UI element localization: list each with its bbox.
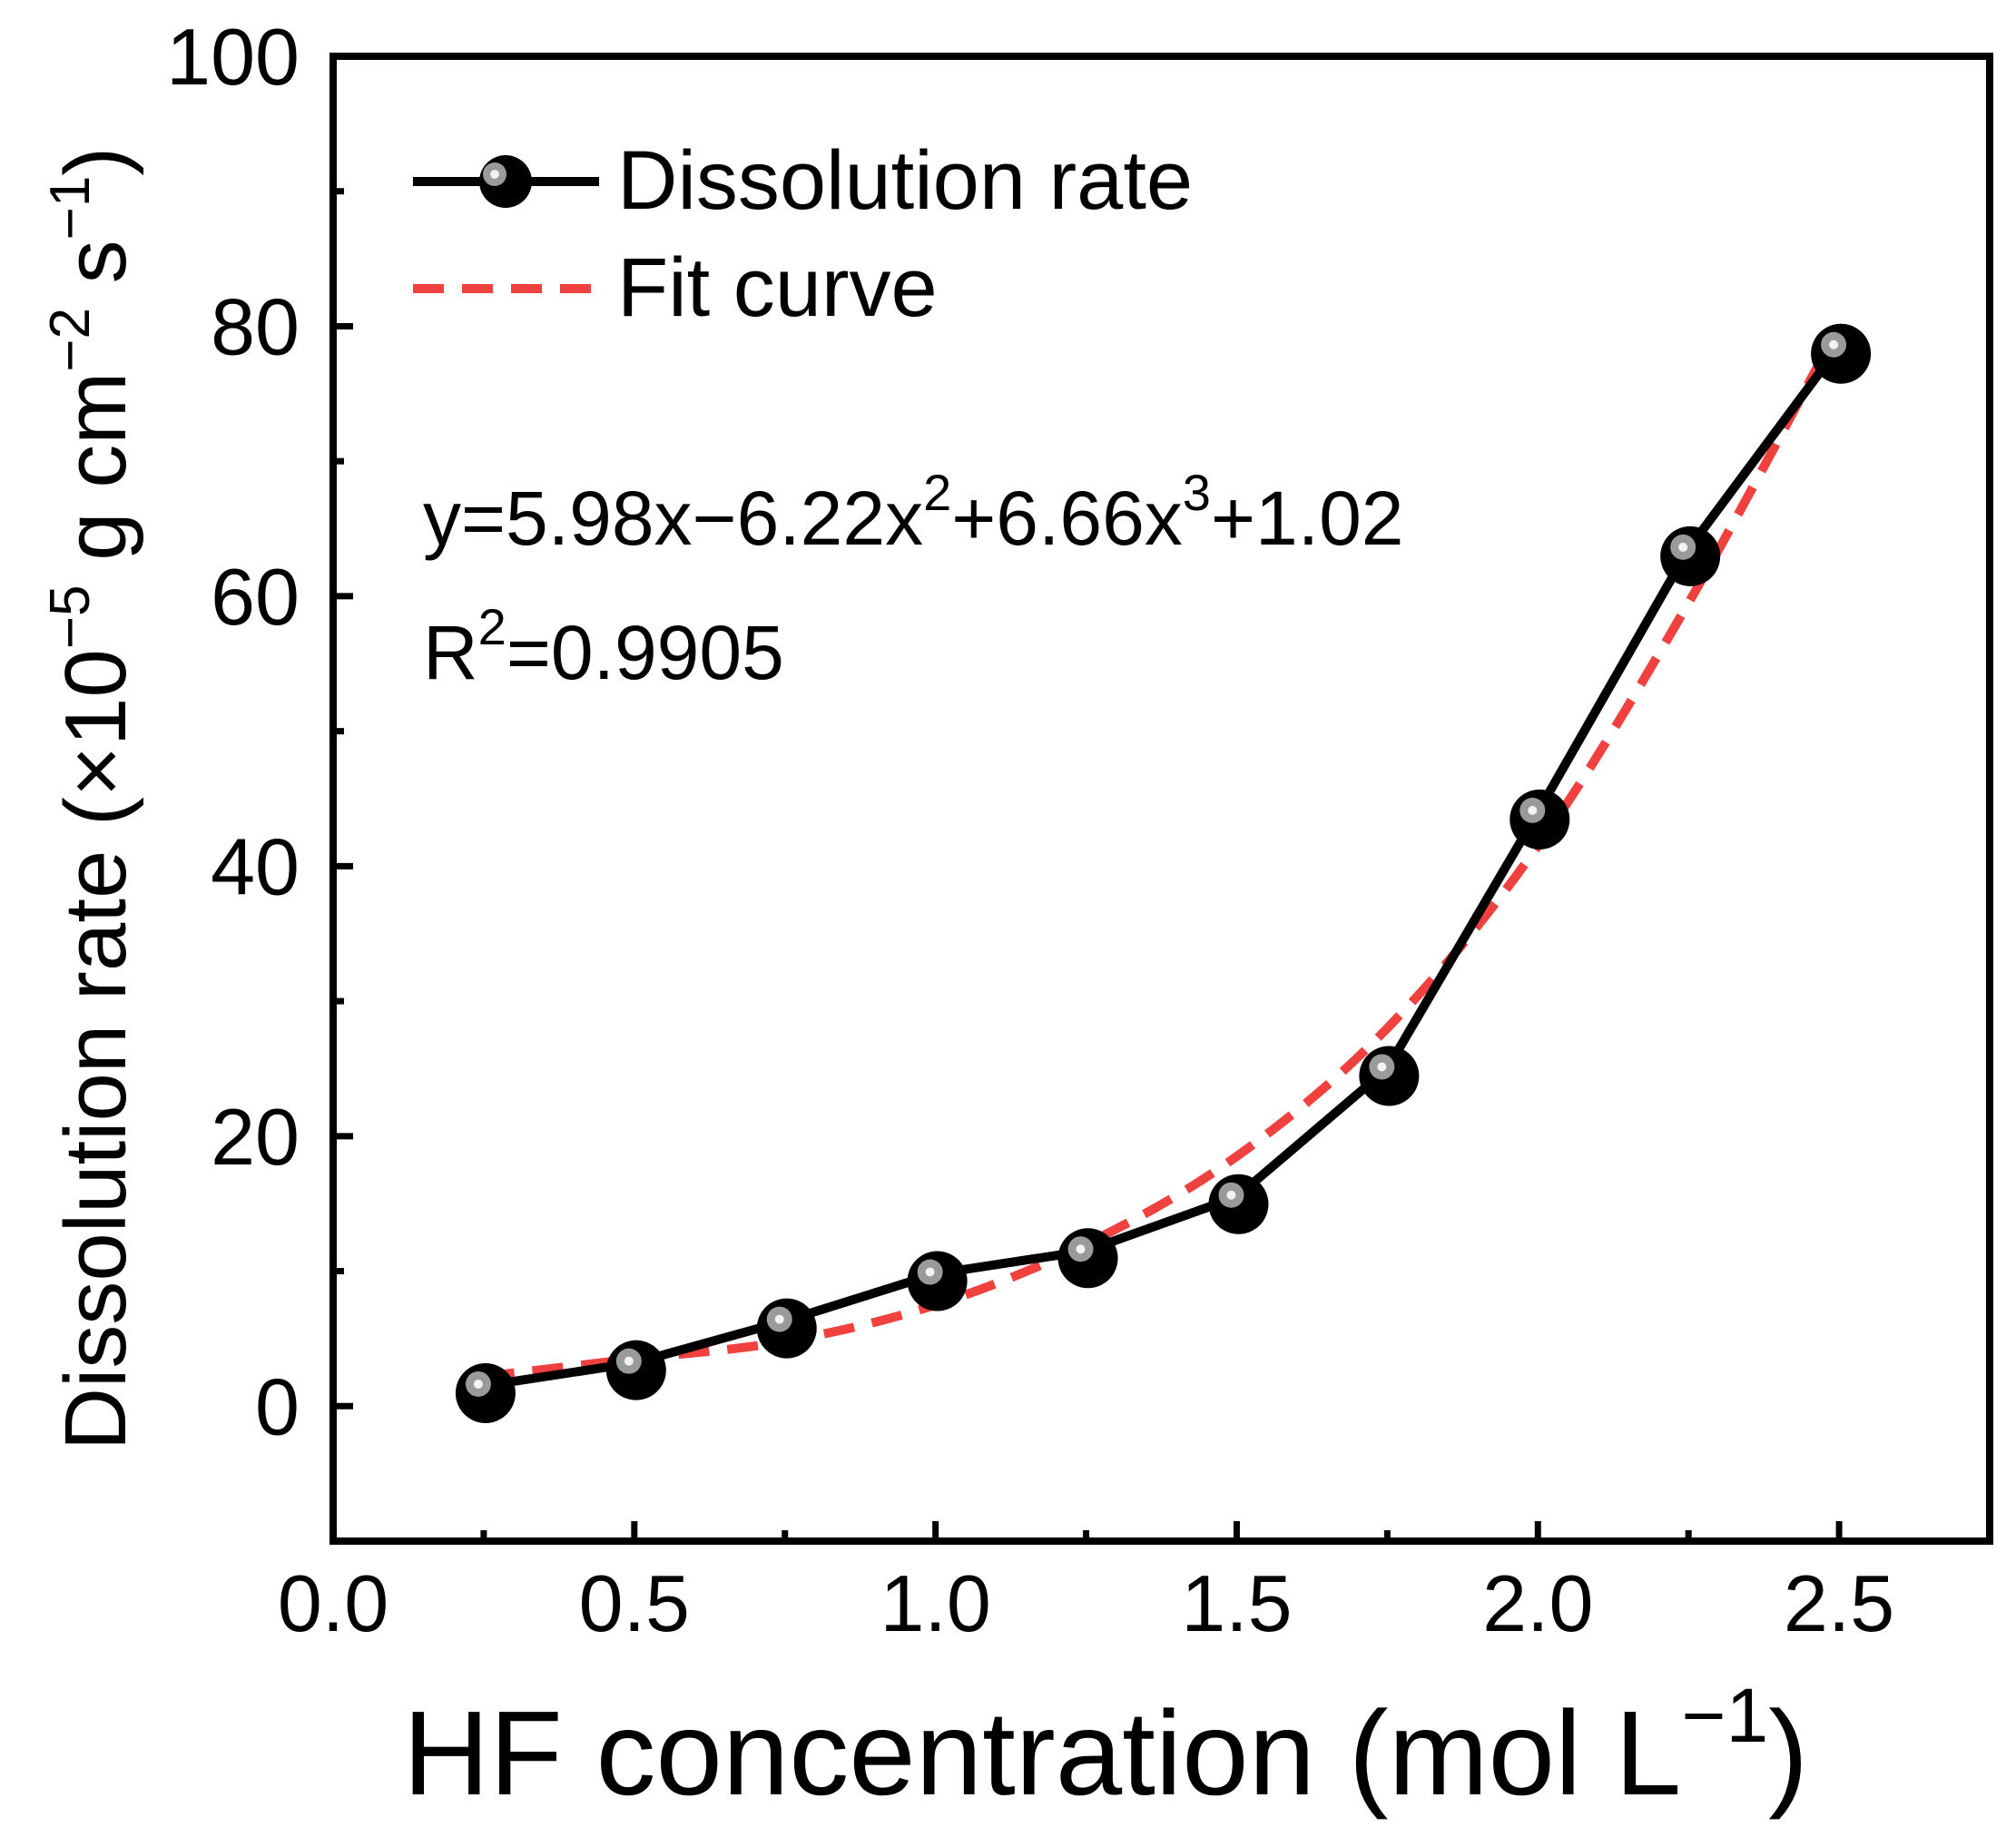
plot-frame: [329, 53, 1993, 1545]
data-point-shine: [1528, 805, 1538, 815]
x-axis-title: HF concentration (mol L−1): [403, 1673, 1808, 1820]
x-tick-label: 2.0: [1482, 1558, 1593, 1648]
data-point-shine: [1678, 542, 1688, 552]
y-tick-label: 60: [211, 552, 300, 642]
y-axis-title: Dissolution rate (×10−5 g cm−2 s−1): [39, 147, 144, 1451]
data-point: [1510, 789, 1570, 850]
data-point: [605, 1340, 666, 1400]
data-point: [756, 1298, 817, 1359]
data-point: [1208, 1174, 1269, 1234]
data-point: [1660, 526, 1721, 586]
data-point: [907, 1251, 968, 1311]
x-tick-label: 0.0: [278, 1558, 388, 1648]
x-tick-label: 1.5: [1181, 1558, 1292, 1648]
legend-fit-label: Fit curve: [617, 241, 938, 334]
data-point-shine: [1377, 1062, 1387, 1072]
x-axis-tick-labels: 0.0 0.5 1.0 1.5 2.0 2.5: [278, 1558, 1894, 1648]
legend: Dissolution rate Fit curve: [413, 134, 1193, 334]
dissolution-rate-series: [455, 323, 1872, 1423]
y-tick-label: 80: [211, 281, 300, 371]
data-point: [1811, 323, 1872, 384]
data-point-shine: [1226, 1190, 1236, 1200]
data-point-shine: [1076, 1244, 1086, 1254]
r-squared-value: R2=0.9905: [423, 598, 784, 695]
data-point: [1057, 1228, 1118, 1289]
data-point-shine: [624, 1356, 634, 1366]
x-tick-label: 0.5: [579, 1558, 690, 1648]
data-point-shine: [473, 1379, 483, 1389]
data-point-shine: [925, 1267, 935, 1277]
legend-dissolution-marker: [479, 155, 532, 208]
x-axis-ticks: [329, 1521, 1993, 1541]
data-point: [1359, 1046, 1420, 1106]
dissolution-rate-line: [483, 343, 1844, 1390]
fit-equation: y=5.98x−6.22x2+6.66x3+1.02: [423, 464, 1404, 561]
fit-curve-line: [483, 324, 1844, 1381]
legend-dissolution-label: Dissolution rate: [617, 134, 1193, 227]
y-tick-label: 40: [211, 821, 300, 911]
y-tick-label: 100: [166, 12, 300, 102]
fit-curve-series: [483, 324, 1844, 1381]
y-tick-label: 20: [211, 1092, 300, 1182]
x-tick-label: 2.5: [1784, 1558, 1894, 1648]
x-tick-label: 1.0: [880, 1558, 990, 1648]
data-point: [455, 1362, 516, 1423]
y-axis-ticks: [333, 53, 353, 1545]
data-point-shine: [774, 1314, 784, 1324]
data-point-shine: [1829, 339, 1839, 349]
y-tick-label: 0: [255, 1361, 300, 1451]
y-axis-tick-labels: 0 20 40 60 80 100: [166, 12, 300, 1451]
